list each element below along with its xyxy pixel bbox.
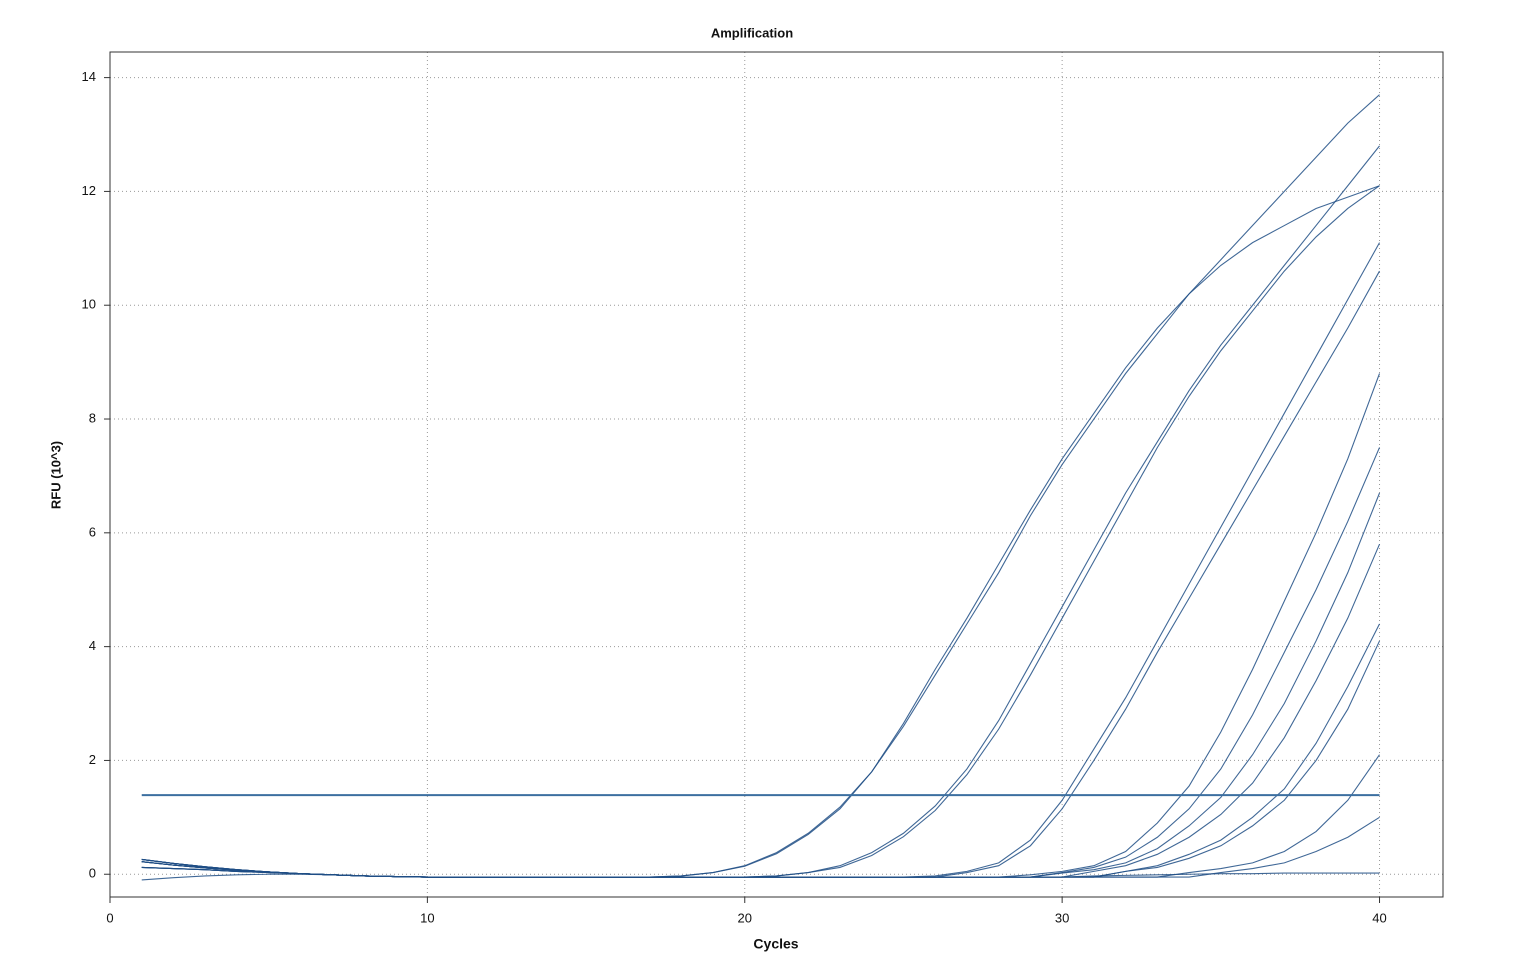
y-tick-label: 2	[89, 752, 96, 767]
y-tick-label: 4	[89, 638, 96, 653]
x-tick-label: 30	[1055, 910, 1069, 925]
x-tick-label: 20	[738, 910, 752, 925]
y-tick-label: 6	[89, 524, 96, 539]
y-tick-label: 0	[89, 866, 96, 881]
y-tick-label: 12	[82, 183, 96, 198]
amplification-curve	[141, 872, 1380, 881]
y-axis-label: RFU (10^3)	[48, 441, 63, 509]
x-axis-label: Cycles	[753, 936, 798, 952]
plot-frame	[109, 51, 1444, 898]
y-tick-label: 8	[89, 410, 96, 425]
x-tick-label: 0	[106, 910, 113, 925]
x-tick-label: 40	[1372, 910, 1386, 925]
y-tick-label: 10	[82, 297, 96, 312]
x-tick-label: 10	[420, 910, 434, 925]
y-tick-label: 14	[82, 69, 96, 84]
chart-title: Amplification	[711, 25, 793, 40]
